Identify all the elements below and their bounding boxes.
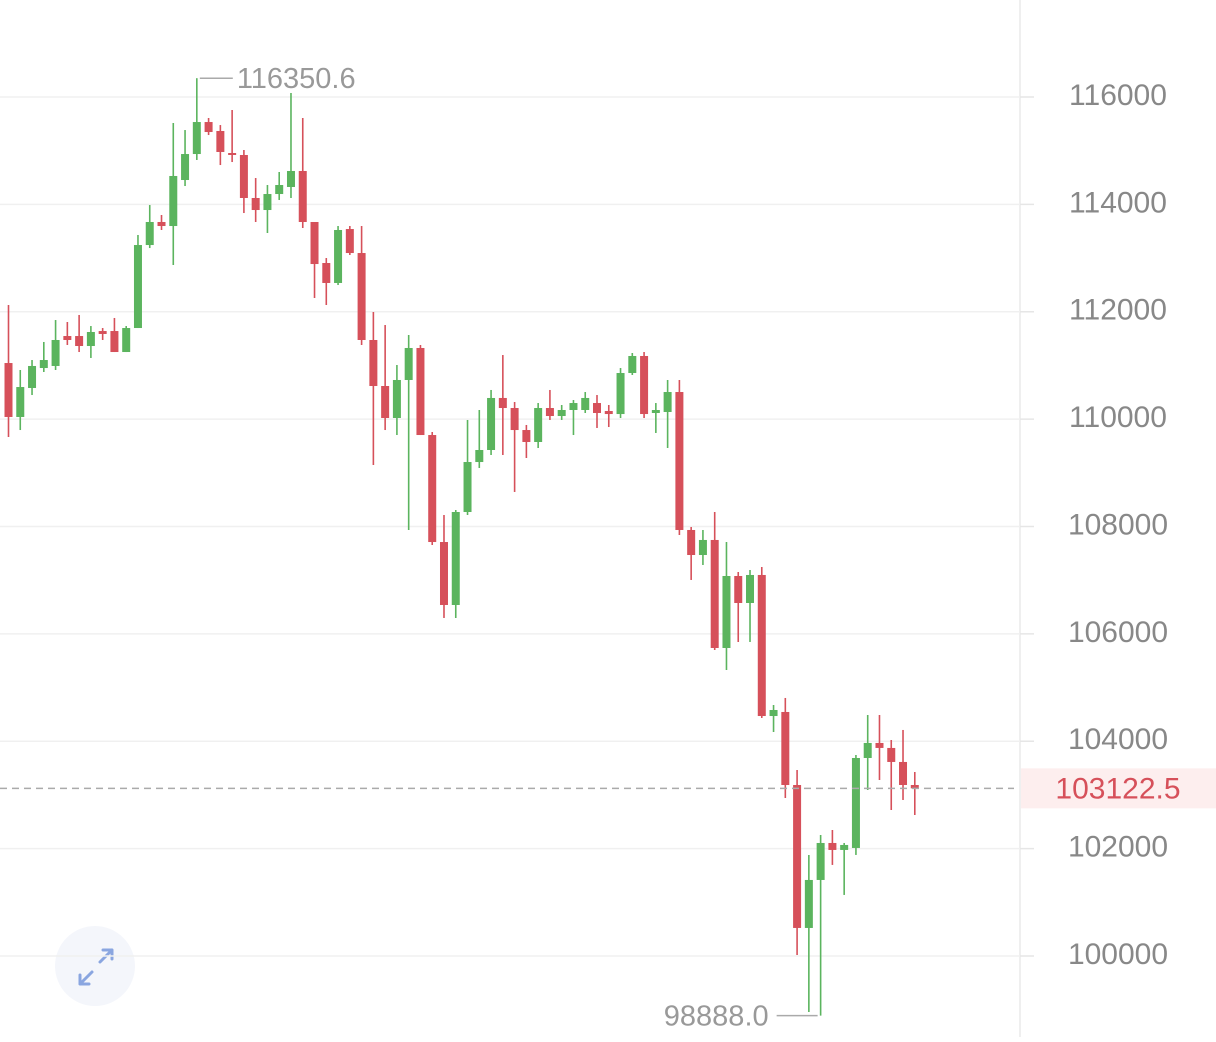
candle-body xyxy=(251,197,260,211)
y-tick-label: 114000 xyxy=(1069,186,1167,219)
candle-body xyxy=(863,742,872,758)
candle-body xyxy=(416,347,425,436)
candle-body xyxy=(875,742,884,748)
candle-body xyxy=(781,711,790,785)
candle-body xyxy=(110,331,119,353)
y-tick-label: 104000 xyxy=(1068,723,1168,756)
candle-body xyxy=(439,542,448,605)
candle-body xyxy=(851,757,860,848)
candle-body xyxy=(498,397,507,409)
y-tick-label: 112000 xyxy=(1069,294,1167,327)
candle-body xyxy=(722,575,731,648)
candle-body xyxy=(734,575,743,604)
candle-body xyxy=(322,263,331,283)
candle-body xyxy=(4,363,13,417)
candle-body xyxy=(181,154,190,181)
candle-body xyxy=(534,408,543,442)
candle-body xyxy=(16,387,25,417)
candle-body xyxy=(28,365,37,388)
candle-body xyxy=(357,253,366,340)
candle-body xyxy=(687,529,696,556)
candle-body xyxy=(463,462,472,513)
candle-body xyxy=(604,411,613,415)
candle-body xyxy=(216,130,225,152)
candle-body xyxy=(593,403,601,414)
candle-body xyxy=(334,229,343,283)
last-price-label: 103122.5 xyxy=(1055,772,1180,805)
y-tick-label: 106000 xyxy=(1068,616,1168,649)
candle-body xyxy=(910,784,919,789)
candle-body xyxy=(675,392,684,530)
candle-body xyxy=(263,194,272,211)
candle-body xyxy=(239,154,248,198)
candle-body xyxy=(899,761,908,785)
candle-body xyxy=(369,339,378,387)
candle-body xyxy=(628,355,637,374)
candle-body xyxy=(228,153,237,155)
candle-body xyxy=(616,373,625,415)
candle-body xyxy=(545,408,554,417)
candle-body xyxy=(640,355,649,415)
candle-body xyxy=(710,539,719,648)
candle-body xyxy=(169,175,178,227)
candle-body xyxy=(63,336,72,340)
candle-body xyxy=(510,408,519,431)
min-label: 98888.0 xyxy=(664,1000,769,1032)
candle-body xyxy=(887,747,896,762)
candle-body xyxy=(487,397,496,450)
candle-body xyxy=(816,842,825,880)
candle-body xyxy=(157,221,166,227)
candle-body xyxy=(275,185,284,195)
y-tick-label: 116000 xyxy=(1069,79,1167,112)
candle-body xyxy=(286,170,295,187)
expand-button-bg[interactable] xyxy=(55,926,135,1006)
y-tick-label: 108000 xyxy=(1068,508,1168,541)
candle-body xyxy=(569,403,578,411)
candle-body xyxy=(192,122,201,155)
candle-body xyxy=(86,331,95,347)
candle-body xyxy=(310,221,319,265)
candle-body xyxy=(133,245,142,329)
candle-body xyxy=(769,709,778,717)
candle-body xyxy=(828,842,837,850)
candle-body xyxy=(298,170,307,222)
candle-body xyxy=(39,360,48,369)
candle-body xyxy=(428,435,437,543)
candle-body xyxy=(522,430,531,442)
y-tick-label: 110000 xyxy=(1069,401,1167,434)
candle-body xyxy=(840,844,849,850)
max-label: 116350.6 xyxy=(237,63,356,95)
candle-body xyxy=(475,449,484,463)
candle-body xyxy=(122,328,131,353)
candle-body xyxy=(804,879,813,928)
candle-body xyxy=(345,229,354,254)
last-price-bg xyxy=(1021,768,1216,809)
candle-body xyxy=(746,574,755,604)
candle-body xyxy=(651,410,660,414)
candle-body xyxy=(663,392,672,412)
candle-body xyxy=(145,221,154,246)
candle-body xyxy=(757,574,766,717)
candle-body xyxy=(698,539,707,556)
y-tick-label: 100000 xyxy=(1068,938,1168,971)
expand-button[interactable] xyxy=(55,926,135,1006)
candle-body xyxy=(392,379,401,418)
candle-body xyxy=(451,512,460,605)
candle-body xyxy=(51,339,60,366)
candle-body xyxy=(793,784,802,928)
candle-body xyxy=(75,336,84,347)
candle-body xyxy=(404,347,413,380)
candle-body xyxy=(381,386,390,418)
y-tick-label: 102000 xyxy=(1068,831,1168,864)
candle-body xyxy=(204,122,213,133)
candle-body xyxy=(98,331,107,334)
candle-body xyxy=(557,410,566,417)
candle-body xyxy=(581,397,590,411)
